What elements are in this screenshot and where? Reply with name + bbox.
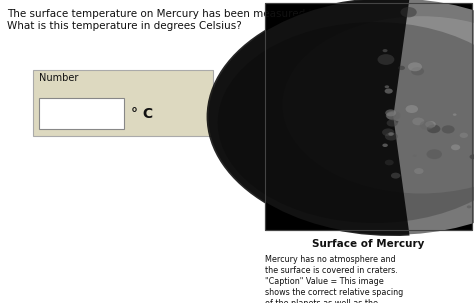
Circle shape [382, 128, 394, 136]
Circle shape [470, 154, 474, 159]
Circle shape [411, 67, 424, 75]
Circle shape [406, 105, 418, 113]
Circle shape [467, 205, 472, 208]
Circle shape [453, 113, 456, 116]
Text: Number: Number [39, 73, 78, 83]
Bar [265, 3, 472, 230]
Circle shape [412, 118, 424, 125]
Wedge shape [207, 0, 410, 236]
Circle shape [401, 7, 417, 17]
Circle shape [383, 49, 388, 52]
Circle shape [442, 125, 455, 134]
Circle shape [419, 121, 434, 130]
FancyBboxPatch shape [33, 70, 213, 136]
Circle shape [451, 144, 460, 150]
Circle shape [387, 112, 400, 120]
Circle shape [414, 168, 423, 174]
FancyBboxPatch shape [265, 3, 472, 230]
Circle shape [425, 121, 436, 128]
Circle shape [408, 62, 422, 71]
Circle shape [385, 109, 396, 116]
Circle shape [427, 149, 442, 159]
Text: The surface temperature on Mercury has been measured to be 601 K.
What is this t: The surface temperature on Mercury has b… [7, 9, 372, 31]
Circle shape [384, 85, 389, 88]
Circle shape [396, 121, 399, 123]
Circle shape [427, 125, 440, 133]
Circle shape [413, 155, 417, 157]
Circle shape [385, 132, 398, 141]
Circle shape [209, 0, 474, 235]
Circle shape [391, 173, 401, 178]
Circle shape [377, 54, 394, 65]
Circle shape [388, 132, 394, 136]
FancyBboxPatch shape [39, 98, 124, 129]
Circle shape [386, 111, 401, 120]
Text: ° C: ° C [131, 107, 154, 121]
Circle shape [386, 112, 396, 119]
Circle shape [387, 119, 398, 127]
Circle shape [218, 22, 474, 223]
Circle shape [383, 144, 388, 147]
Circle shape [398, 66, 405, 70]
Text: Mercury has no atmosphere and
the surface is covered in craters.
"Caption" Value: Mercury has no atmosphere and the surfac… [265, 255, 404, 303]
Circle shape [385, 160, 394, 165]
Circle shape [283, 16, 474, 194]
Text: Surface of Mercury: Surface of Mercury [312, 239, 425, 249]
Circle shape [460, 133, 468, 138]
Circle shape [384, 88, 393, 94]
